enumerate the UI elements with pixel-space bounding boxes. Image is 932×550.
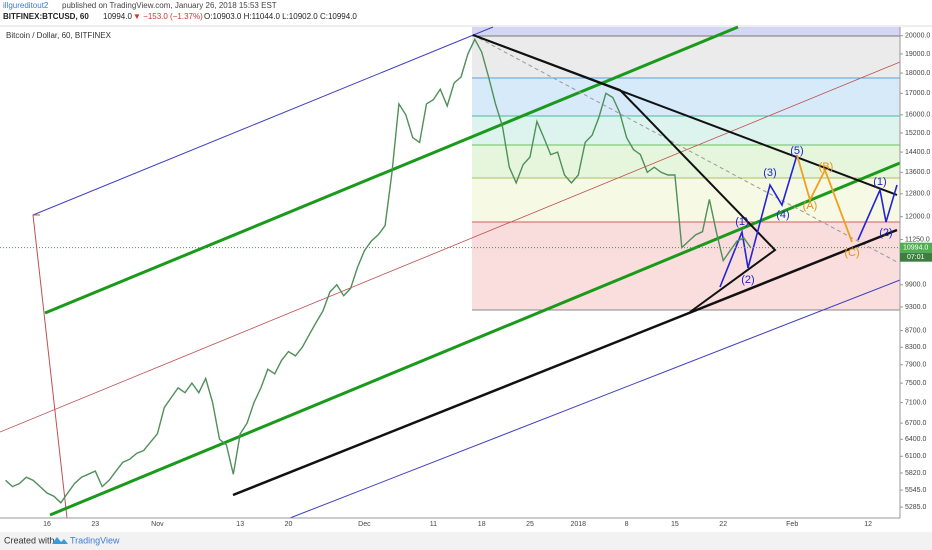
x-tick-label: 20 <box>285 521 293 528</box>
y-tick-label: 7900.0 <box>905 362 927 369</box>
price-line <box>5 37 752 504</box>
footer-bar <box>0 532 932 550</box>
fib-zone <box>472 178 900 222</box>
dashed-line <box>472 34 898 263</box>
x-tick-label: 11 <box>430 521 437 528</box>
wave-label: (2) <box>741 274 754 286</box>
y-tick-label: 9300.0 <box>905 304 927 311</box>
footer-created: Created with <box>4 535 55 545</box>
x-tick-label: 22 <box>719 521 727 528</box>
green-channel <box>49 161 901 517</box>
wave-label: (1) <box>873 176 886 188</box>
y-tick-label: 14400.0 <box>905 149 930 156</box>
y-tick-label: 5285.0 <box>905 504 927 511</box>
wave-label: (3) <box>763 167 776 179</box>
x-tick-label: 16 <box>43 521 51 528</box>
drawings <box>0 25 901 519</box>
y-tick-label: 12000.0 <box>905 214 930 221</box>
channel-line <box>32 26 494 216</box>
x-tick-label: 8 <box>625 521 629 528</box>
y-tick-label: 8300.0 <box>905 344 927 351</box>
wave-label: (2) <box>879 227 892 239</box>
y-tick-label: 9900.0 <box>905 282 927 289</box>
y-tick-label: 20000.0 <box>905 33 930 40</box>
last: 10994.0 <box>103 12 132 21</box>
last-price-tag <box>900 242 932 253</box>
y-tick-label: 16000.0 <box>905 112 930 119</box>
fib-zones <box>472 27 900 310</box>
x-tick-label: 12 <box>864 521 872 528</box>
y-tick-label: 19000.0 <box>905 51 930 58</box>
author[interactable]: illgureditout2 <box>3 1 49 10</box>
y-tick-label: 7100.0 <box>905 399 927 406</box>
x-tick-label: 15 <box>671 521 679 528</box>
wave-label: (A) <box>803 200 818 212</box>
change: ▼ −153.0 (−1.37%) <box>133 12 203 21</box>
y-tick-label: 8700.0 <box>905 327 927 334</box>
y-tick-label: 18000.0 <box>905 70 930 77</box>
fib-zone <box>472 145 900 178</box>
ohlc: O:10903.0 H:11044.0 L:10902.0 C:10994.0 <box>204 12 357 21</box>
x-tick-label: 25 <box>526 521 534 528</box>
countdown: 07:01 <box>907 254 925 261</box>
fib-zone <box>472 116 900 145</box>
wave-label: (C) <box>844 247 859 259</box>
x-tick-label: Feb <box>786 521 798 528</box>
wave-label: (1) <box>735 216 748 228</box>
fib-zone <box>472 27 900 36</box>
y-tick-label: 5820.0 <box>905 470 927 477</box>
fib-zone <box>472 78 900 116</box>
y-tick-label: 15200.0 <box>905 130 930 137</box>
y-tick-label: 5545.0 <box>905 487 927 494</box>
y-tick-label: 7500.0 <box>905 380 927 387</box>
y-tick-label: 12800.0 <box>905 191 930 198</box>
trend-line <box>232 228 898 497</box>
pitchfork-handle <box>32 214 68 519</box>
last-price-label: 10994.0 <box>903 245 928 252</box>
x-tick-label: Nov <box>151 521 164 528</box>
footer-brand[interactable]: TradingView <box>70 535 120 545</box>
wave-label: (5) <box>790 145 803 157</box>
triangle <box>472 34 777 313</box>
x-tick-label: Dec <box>358 521 371 528</box>
y-tick-label: 6100.0 <box>905 453 927 460</box>
y-tick-label: 6400.0 <box>905 436 927 443</box>
y-tick-label: 11250.0 <box>905 236 930 243</box>
y-tick-label: 6700.0 <box>905 420 927 427</box>
y-tick-label: 17000.0 <box>905 90 930 97</box>
fib-zone <box>472 36 900 78</box>
symbol: BITFINEX:BTCUSD, 60 <box>3 12 89 21</box>
y-tick-label: 13600.0 <box>905 169 930 176</box>
chart-title: Bitcoin / Dollar, 60, BITFINEX <box>6 31 112 40</box>
wave-label: (B) <box>819 161 834 173</box>
published: published on TradingView.com, January 26… <box>62 1 277 10</box>
wave-label: (4) <box>776 209 789 221</box>
green-channel <box>44 25 739 315</box>
x-tick-label: 13 <box>236 521 244 528</box>
countdown-tag <box>900 252 932 262</box>
plot: 20000.019000.018000.017000.016000.015200… <box>0 33 932 528</box>
x-tick-label: 2018 <box>571 521 587 528</box>
x-tick-label: 23 <box>91 521 99 528</box>
logo-icon <box>52 537 68 544</box>
wave-path <box>796 154 853 243</box>
channel-line <box>289 279 901 519</box>
fib-zone <box>472 222 900 310</box>
wave-path <box>857 184 898 241</box>
median-line <box>0 61 901 433</box>
x-tick-label: 18 <box>478 521 486 528</box>
